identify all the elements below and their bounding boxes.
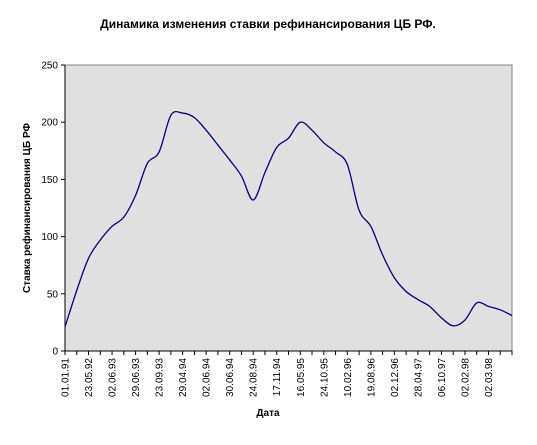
x-tick-label: 16.05.95	[296, 358, 307, 397]
y-tick-label: 250	[41, 61, 58, 72]
y-tick-label: 50	[47, 289, 59, 300]
x-tick-label: 23.09.93	[155, 358, 166, 397]
x-tick-label: 28.04.97	[413, 358, 424, 397]
x-axis-label: Дата	[256, 408, 280, 419]
y-tick-label: 100	[41, 232, 58, 243]
x-tick-label: 10.02.96	[343, 358, 354, 397]
x-tick-label: 01.01.91	[61, 358, 72, 397]
x-tick-label: 29.06.93	[131, 358, 142, 397]
x-tick-label: 02.06.93	[108, 358, 119, 397]
x-tick-label: 06.10.97	[437, 358, 448, 397]
x-tick-label: 02.06.94	[202, 358, 213, 397]
x-tick-label: 02.12.96	[390, 358, 401, 397]
x-tick-label: 30.06.94	[225, 358, 236, 397]
x-tick-label: 24.10.95	[319, 358, 330, 397]
y-tick-label: 150	[41, 175, 58, 186]
x-tick-label: 23.05.92	[84, 358, 95, 397]
y-axis-label: Ставка рефинансирования ЦБ РФ	[21, 123, 33, 293]
y-tick-label: 200	[41, 118, 58, 129]
plot-area	[64, 64, 513, 352]
x-tick-label: 24.08.94	[249, 358, 260, 397]
chart-title: Динамика изменения ставки рефинансирован…	[100, 17, 436, 31]
y-tick-label: 0	[52, 347, 58, 358]
x-tick-label: 02.02.98	[460, 358, 471, 397]
line	[64, 110, 513, 328]
x-tick-label: 17.11.94	[272, 358, 283, 397]
x-tick-label: 19.08.96	[366, 358, 377, 397]
x-tick-label: 29.04.94	[178, 358, 189, 397]
x-tick-label: 02.03.98	[484, 358, 495, 397]
